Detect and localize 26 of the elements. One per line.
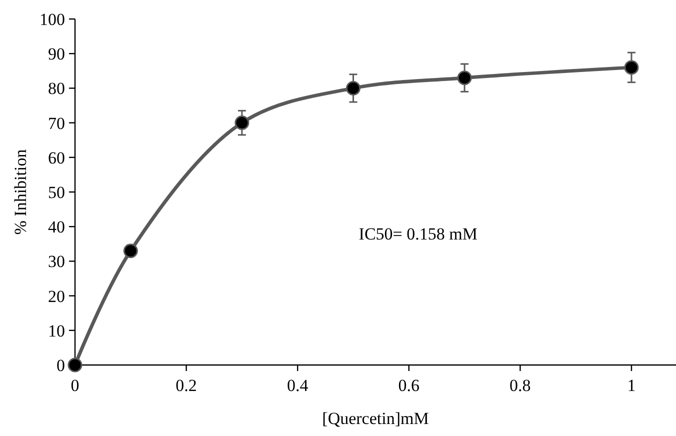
point bbox=[68, 358, 82, 372]
y-tick-label: 80 bbox=[48, 79, 65, 98]
y-tick-label: 90 bbox=[48, 44, 65, 64]
x-tick-label: 0.6 bbox=[398, 376, 420, 395]
point bbox=[624, 60, 639, 75]
y-axis-title: % Inhibition bbox=[11, 148, 30, 235]
point bbox=[346, 80, 360, 96]
x-tick-label: 0.2 bbox=[176, 376, 197, 395]
point bbox=[234, 116, 250, 130]
point bbox=[457, 70, 472, 86]
x-axis-title: [Quercetin]mM bbox=[322, 409, 429, 428]
y-tick-label: 70 bbox=[48, 114, 65, 133]
y-tick-label: 30 bbox=[48, 252, 65, 272]
y-tick-label: 60 bbox=[48, 148, 65, 168]
y-tick-label: 100 bbox=[40, 10, 65, 29]
x-tick-label: 1 bbox=[627, 376, 636, 395]
x-tick-label: 0 bbox=[70, 376, 80, 395]
y-tick-label: 10 bbox=[48, 321, 65, 340]
y-tick-label: 40 bbox=[48, 218, 65, 237]
y-tick-label: 0 bbox=[56, 356, 65, 375]
x-tick-label: 0.8 bbox=[510, 376, 531, 395]
x-tick-label: 0.4 bbox=[286, 376, 309, 395]
y-tick-label: 50 bbox=[48, 182, 65, 202]
y-tick-label: 20 bbox=[48, 286, 65, 306]
point bbox=[123, 244, 138, 258]
annotation: IC50= 0.158 mM bbox=[358, 224, 478, 244]
